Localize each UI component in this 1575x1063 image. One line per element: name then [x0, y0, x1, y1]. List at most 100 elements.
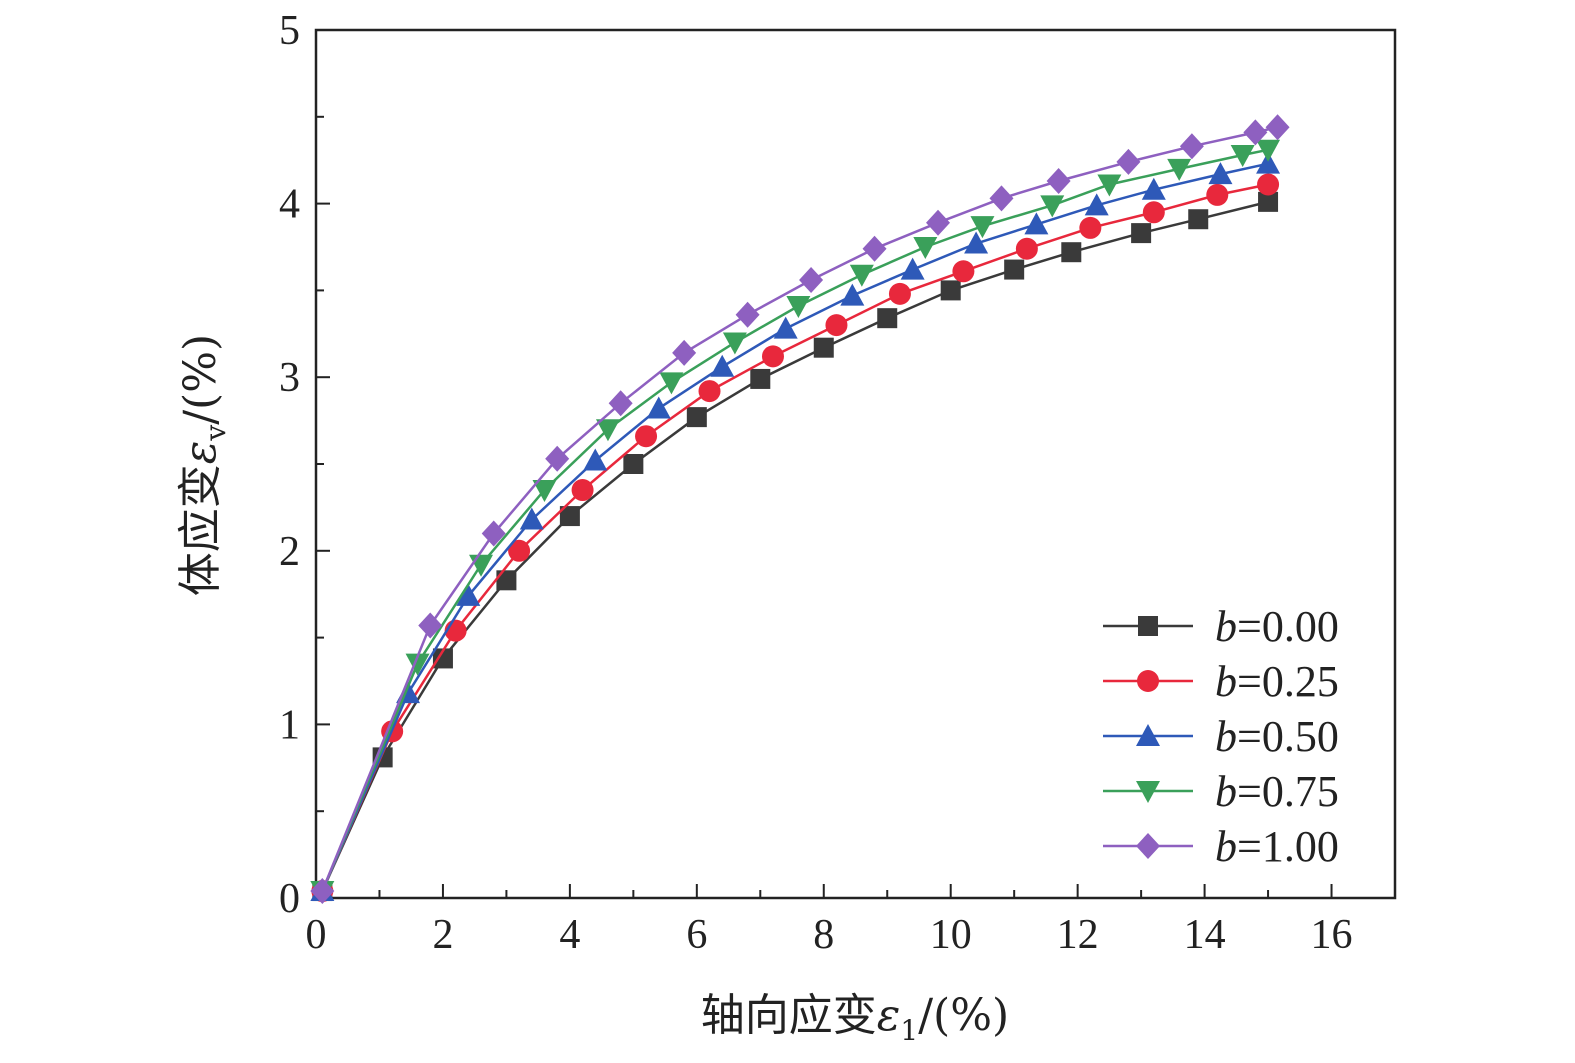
data-point	[1265, 114, 1290, 141]
data-point	[900, 257, 925, 280]
data-point	[1206, 183, 1229, 206]
data-point	[672, 339, 697, 366]
data-point	[1040, 195, 1065, 218]
x-tick-label: 0	[306, 912, 327, 958]
data-point	[595, 419, 620, 442]
data-point	[1167, 158, 1192, 181]
data-point	[496, 570, 517, 591]
data-point	[686, 407, 707, 428]
data-point	[877, 308, 898, 329]
data-point	[913, 237, 938, 259]
legend: b=0.00 b=0.25 b=0.50 b=0.75 b=1.00	[1103, 602, 1339, 871]
data-point	[888, 282, 911, 305]
data-point	[1141, 177, 1166, 200]
legend-item: b=1.00	[1103, 822, 1339, 871]
y-tick-label: 2	[279, 529, 300, 575]
x-tick-label: 2	[432, 912, 453, 958]
data-point	[1188, 209, 1209, 230]
data-point	[1097, 174, 1122, 197]
legend-label: b=0.25	[1215, 657, 1339, 706]
legend-marker	[1137, 670, 1159, 692]
y-tick-label: 5	[279, 8, 300, 54]
data-point	[989, 185, 1014, 212]
data-point	[623, 454, 644, 474]
series-3	[310, 139, 1281, 904]
data-point	[799, 266, 824, 293]
data-point	[825, 314, 848, 337]
data-point	[1046, 168, 1071, 195]
x-tick-label: 12	[1057, 912, 1099, 958]
data-point	[432, 648, 453, 669]
data-point	[1024, 212, 1049, 235]
series-layer	[310, 114, 1290, 905]
legend-marker	[1136, 833, 1160, 859]
series-0	[312, 191, 1279, 902]
data-point	[964, 231, 989, 254]
x-tick-label: 14	[1184, 912, 1226, 958]
legend-label: b=0.75	[1215, 767, 1339, 816]
data-point	[926, 209, 951, 236]
data-point	[1079, 216, 1102, 239]
data-point	[849, 264, 874, 287]
data-point	[545, 445, 570, 472]
data-point	[405, 653, 430, 676]
y-tick-label: 0	[279, 876, 300, 922]
data-point	[970, 216, 995, 239]
y-tick-label: 3	[279, 355, 300, 401]
data-point	[1084, 193, 1109, 216]
data-point	[571, 479, 594, 502]
series-line	[321, 200, 1269, 892]
data-point	[940, 280, 961, 301]
data-point	[1116, 148, 1141, 175]
data-point	[786, 296, 811, 319]
series-line	[321, 148, 1269, 892]
data-point	[583, 448, 608, 471]
data-point	[481, 520, 506, 547]
y-tick-label: 1	[279, 702, 300, 748]
data-point	[1179, 133, 1204, 160]
series-line	[321, 125, 1278, 892]
legend-label: b=0.50	[1215, 712, 1339, 761]
data-point	[862, 235, 887, 262]
data-point	[952, 260, 975, 283]
data-point	[773, 316, 798, 339]
data-point	[559, 506, 580, 527]
x-tick-label: 8	[813, 912, 834, 958]
y-tick-label: 4	[279, 182, 300, 228]
legend-marker	[1138, 616, 1158, 636]
data-point	[813, 337, 834, 358]
data-point	[698, 380, 721, 403]
legend-marker	[1136, 781, 1160, 803]
legend-item: b=0.50	[1103, 712, 1339, 761]
data-point	[456, 583, 481, 606]
data-point	[1208, 162, 1233, 185]
x-tick-label: 4	[559, 912, 580, 958]
data-point	[840, 283, 865, 306]
data-point	[1257, 173, 1280, 196]
data-point	[710, 354, 735, 377]
series-2	[310, 151, 1281, 902]
legend-label: b=1.00	[1215, 822, 1339, 871]
data-point	[532, 480, 557, 503]
data-point	[1258, 191, 1279, 212]
data-point	[1142, 201, 1165, 224]
data-point	[1256, 151, 1281, 174]
data-point	[1256, 139, 1281, 162]
data-point	[608, 390, 633, 417]
data-point	[750, 368, 771, 389]
legend-item: b=0.00	[1103, 602, 1339, 651]
legend-item: b=0.75	[1103, 767, 1339, 816]
series-line	[321, 162, 1269, 892]
x-tick-label: 16	[1311, 912, 1353, 958]
legend-marker	[1136, 724, 1160, 746]
data-point	[310, 878, 335, 905]
data-point	[1230, 144, 1255, 167]
data-point	[418, 612, 443, 639]
data-point	[1243, 119, 1268, 146]
legend-item: b=0.25	[1103, 657, 1339, 706]
legend-label: b=0.00	[1215, 602, 1339, 651]
data-point	[519, 507, 544, 530]
x-axis-title: 轴向应变ε1/(%)	[701, 990, 1009, 1047]
data-point	[722, 332, 747, 355]
data-point	[635, 425, 658, 448]
